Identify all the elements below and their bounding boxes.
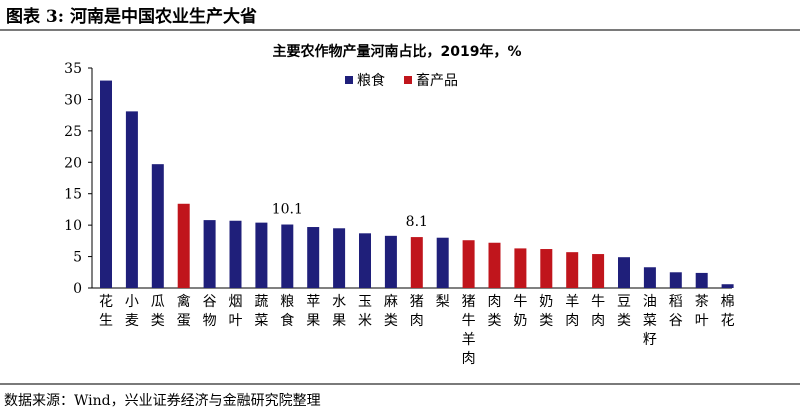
- category-label: 梨: [436, 294, 450, 310]
- top-divider: [0, 29, 800, 31]
- bar: [255, 222, 268, 288]
- y-tick-label: 20: [64, 155, 82, 171]
- category-label: 油菜籽: [643, 294, 657, 348]
- category-label: 稻谷: [669, 294, 683, 329]
- category-label: 水果: [332, 294, 346, 329]
- category-label: 瓜类: [151, 294, 165, 329]
- bar: [384, 235, 397, 288]
- category-label: 猪肉: [410, 294, 424, 329]
- bar: [695, 272, 708, 288]
- category-label: 玉米: [358, 294, 372, 329]
- legend-label: 畜产品: [416, 73, 458, 89]
- category-label: 牛奶: [513, 294, 527, 329]
- data-labels: 10.1 8.1: [272, 202, 428, 231]
- bar: [410, 237, 423, 288]
- figure-title: 图表 3: 河南是中国农业生产大省: [6, 7, 257, 27]
- legend-swatch: [404, 76, 412, 84]
- bar: [229, 220, 242, 288]
- data-label: 8.1: [406, 214, 428, 230]
- category-label: 烟叶: [229, 294, 243, 329]
- bar: [333, 228, 346, 288]
- category-label: 麻类: [384, 294, 398, 329]
- category-label: 牛肉: [591, 294, 605, 329]
- bar: [669, 272, 682, 288]
- y-tick-label: 10: [64, 218, 82, 234]
- category-label: 豆类: [617, 294, 631, 329]
- chart-title: 主要农作物产量河南占比，2019年，%: [273, 43, 522, 60]
- y-tick-label: 30: [64, 92, 82, 108]
- bar: [307, 227, 320, 288]
- category-label: 猪牛羊肉: [462, 294, 476, 367]
- bar: [125, 111, 138, 288]
- category-label: 禽蛋: [177, 293, 191, 329]
- y-tick-label: 5: [73, 250, 82, 266]
- bar: [514, 248, 527, 288]
- category-label: 谷物: [203, 294, 217, 329]
- bar: [203, 220, 216, 288]
- category-label: 粮食: [280, 294, 294, 329]
- y-tick-label: 15: [64, 187, 82, 203]
- y-tick-label: 25: [64, 124, 82, 140]
- legend-swatch: [345, 76, 353, 84]
- legend: 粮食 畜产品: [345, 72, 458, 89]
- y-tick-label: 35: [64, 61, 82, 77]
- category-label: 奶类: [539, 294, 553, 329]
- category-label: 羊肉: [565, 294, 579, 329]
- category-label: 小麦: [125, 294, 139, 329]
- bar: [540, 249, 553, 288]
- data-label: 10.1: [272, 202, 303, 218]
- bar: [592, 254, 605, 288]
- y-tick-label: 0: [73, 281, 82, 297]
- bars: [100, 80, 734, 288]
- bar: [618, 257, 630, 288]
- category-label: 茶叶: [695, 294, 709, 329]
- bar: [177, 203, 190, 288]
- legend-label: 粮食: [357, 72, 385, 89]
- bar: [436, 237, 449, 288]
- bar: [643, 267, 656, 288]
- bottom-divider: [0, 383, 800, 385]
- y-axis: 0 5 10 15 20 25 30 35: [64, 61, 732, 297]
- bar: [359, 233, 371, 288]
- category-label: 花生: [99, 294, 113, 329]
- bar: [566, 252, 579, 288]
- category-label: 棉花: [721, 293, 735, 329]
- source-note: 数据来源：Wind，兴业证券经济与金融研究院整理: [4, 393, 321, 409]
- bar: [281, 224, 294, 288]
- category-label: 肉类: [488, 294, 502, 329]
- bar: [151, 164, 164, 288]
- bar: [721, 284, 734, 288]
- bar: [488, 242, 501, 288]
- category-label: 苹果: [306, 294, 320, 329]
- bar: [100, 80, 112, 288]
- category-label: 蔬菜: [254, 294, 268, 329]
- bar: [462, 240, 475, 288]
- bar-chart: 主要农作物产量河南占比，2019年，% 粮食 畜产品 0 5 10 15 20 25 30 35…: [64, 43, 735, 367]
